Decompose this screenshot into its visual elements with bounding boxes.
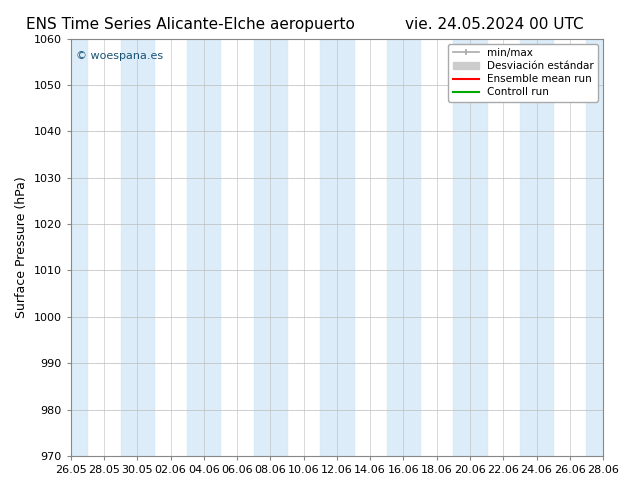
Legend: min/max, Desviación estándar, Ensemble mean run, Controll run: min/max, Desviación estándar, Ensemble m… [448, 44, 598, 101]
Bar [586, 39, 619, 456]
Bar [54, 39, 87, 456]
Bar [320, 39, 354, 456]
Bar [187, 39, 221, 456]
Bar [453, 39, 487, 456]
Text: ENS Time Series Alicante-Elche aeropuerto: ENS Time Series Alicante-Elche aeropuert… [26, 17, 354, 32]
Text: vie. 24.05.2024 00 UTC: vie. 24.05.2024 00 UTC [405, 17, 584, 32]
Y-axis label: Surface Pressure (hPa): Surface Pressure (hPa) [15, 176, 28, 318]
Bar [254, 39, 287, 456]
Bar [120, 39, 154, 456]
Bar [520, 39, 553, 456]
Text: © woespana.es: © woespana.es [76, 51, 163, 61]
Bar [387, 39, 420, 456]
